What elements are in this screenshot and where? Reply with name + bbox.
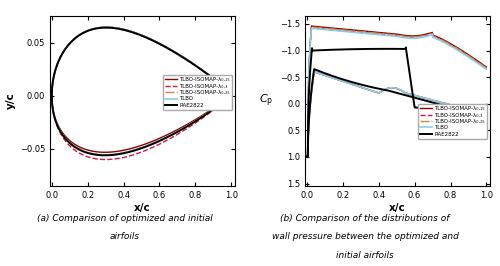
X-axis label: x/c: x/c	[389, 203, 406, 213]
Y-axis label: y/c: y/c	[6, 93, 16, 109]
Text: (b) Comparison of the distributions of: (b) Comparison of the distributions of	[280, 214, 450, 223]
Text: initial airfoils: initial airfoils	[336, 251, 394, 260]
Legend: TLBO-ISOMAP-λ₀.₁₅, TLBO-ISOMAP-λ₀.₃, TLBO-ISOMAP-λ₀.₂₅, TLBO, RAE2822: TLBO-ISOMAP-λ₀.₁₅, TLBO-ISOMAP-λ₀.₃, TLB…	[162, 75, 232, 110]
Text: wall pressure between the optimized and: wall pressure between the optimized and	[272, 232, 458, 242]
Y-axis label: $C_{\rm p}$: $C_{\rm p}$	[259, 93, 274, 109]
X-axis label: x/c: x/c	[134, 203, 151, 213]
Text: (a) Comparison of optimized and initial: (a) Comparison of optimized and initial	[37, 214, 213, 223]
Text: airfoils: airfoils	[110, 232, 140, 242]
Legend: TLBO-ISOMAP-λ₀.₁₅, TLBO-ISOMAP-λ₀.₃, TLBO-ISOMAP-λ₀.₂₅, TLBO, RAE2822: TLBO-ISOMAP-λ₀.₁₅, TLBO-ISOMAP-λ₀.₃, TLB…	[418, 104, 487, 139]
